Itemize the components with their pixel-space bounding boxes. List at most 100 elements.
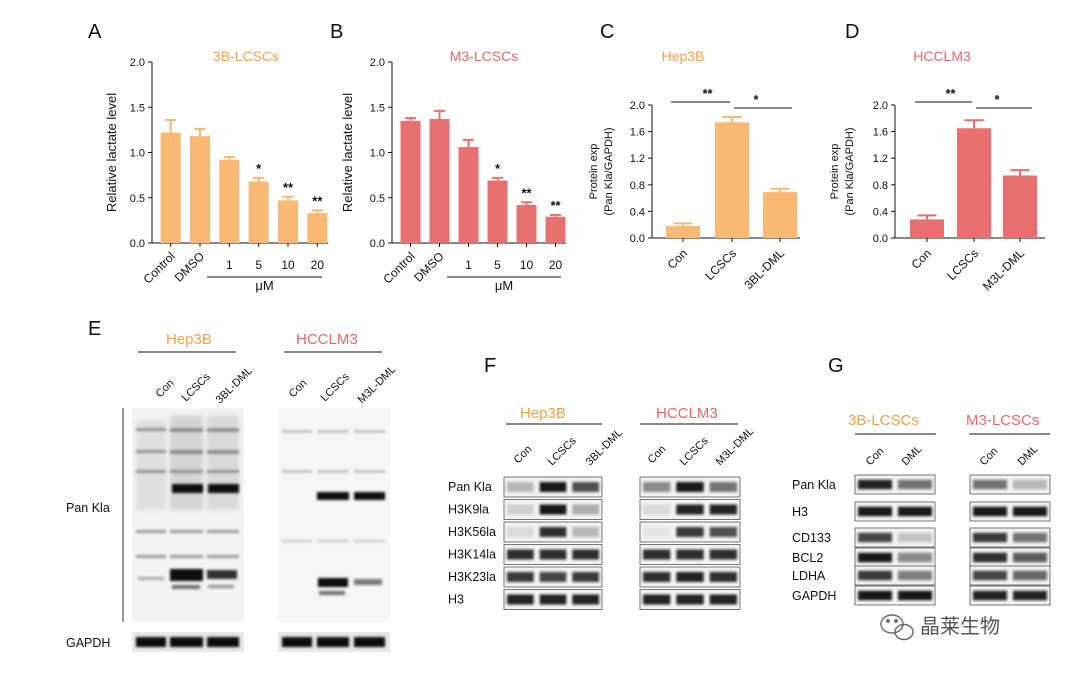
blot-band: [643, 549, 671, 560]
blot-f-row-label: H3K56la: [448, 525, 496, 539]
blot-e-row-gapdh: GAPDH: [66, 636, 110, 650]
blot-band: [858, 552, 892, 563]
comparison-label: **: [945, 86, 956, 101]
blot-band: [643, 482, 671, 492]
chart-title: HCCLM3: [913, 48, 971, 64]
blot-band: [709, 504, 737, 515]
blot-f-row-label: Pan Kla: [448, 480, 492, 494]
blot-band: [539, 527, 567, 537]
blot-g-row-label: LDHA: [792, 569, 826, 583]
group-label: μM: [495, 278, 513, 293]
blot-band: [1013, 506, 1047, 517]
blot-e-lane-lcscs-left: LCSCs: [180, 371, 213, 404]
blot-band: [709, 572, 737, 582]
blot-f-lane-lcscs-left: LCSCs: [546, 435, 579, 468]
blot-band: [572, 527, 599, 537]
blot-g-lane-con-right: Con: [978, 445, 1001, 468]
y-tick-label: 1.0: [370, 148, 385, 160]
blot-band: [539, 482, 567, 492]
blot-band: [973, 479, 1007, 490]
x-tick-label: Control: [141, 249, 178, 286]
y-axis-label-line2: (Pan Kla/GAPDH): [603, 127, 615, 215]
blot-e-membrane-right: [278, 408, 390, 622]
y-axis-label-line2: (Pan Kla/GAPDH): [844, 127, 856, 215]
chart-title: M3-LCSCs: [450, 48, 518, 64]
blot-band: [507, 527, 534, 537]
panel-letter-c: C: [600, 21, 614, 43]
blot-e-group-right: HCCLM3: [296, 331, 358, 348]
blot-band: [676, 572, 704, 582]
bar-lcscs: [957, 128, 991, 238]
blot-f-lane-dml-right: M3L-DML: [714, 425, 757, 468]
blot-e-lane-lcscs-right: LCSCs: [319, 371, 352, 404]
blot-band: [858, 479, 892, 490]
blot-e-lane-dml-right: M3L-DML: [356, 363, 399, 406]
y-tick-label: 2.0: [630, 100, 645, 112]
blot-band: [676, 504, 704, 515]
blot-band: [1013, 552, 1047, 563]
x-tick-label: LCSCs: [702, 246, 739, 283]
blot-band: [507, 594, 534, 605]
panel-letter-e: E: [88, 318, 101, 340]
x-tick-label: Con: [909, 246, 934, 271]
significance-label: **: [283, 180, 294, 195]
blot-band: [643, 572, 671, 582]
blot-band: [709, 527, 737, 537]
blot-e-lane-con-right: Con: [287, 377, 310, 400]
y-tick-label: 0.5: [130, 193, 145, 205]
blot-f-lane-dml-left: 3BL-DML: [584, 427, 625, 468]
x-tick-label: 5: [255, 258, 262, 272]
panel-letter-d: D: [845, 21, 859, 43]
y-tick-label: 0.8: [630, 180, 645, 192]
significance-label: *: [256, 161, 262, 176]
blot-band: [572, 504, 599, 515]
x-tick-label: DMSO: [411, 249, 446, 284]
chart-title: Hep3B: [662, 48, 705, 64]
chart-title: 3B-LCSCs: [213, 48, 279, 64]
blot-band: [539, 572, 567, 582]
y-axis-label: Relative lactate level: [104, 93, 119, 212]
y-tick-label: 0.4: [630, 206, 645, 218]
blot-band: [643, 594, 671, 605]
blot-e-group-left: Hep3B: [166, 331, 212, 348]
panel-letter-g: G: [828, 355, 844, 377]
bar-control: [160, 132, 181, 243]
x-tick-label: 20: [549, 258, 563, 272]
panel-f-blot: F Hep3B HCCLM3 Con LCSCs 3BL-DML Con LCS…: [448, 355, 756, 610]
panel-d-chart: D HCCLM3 0.0 0.4 0.8 1.2 1.6 2.0 Protein exp (Pan…: [829, 21, 1045, 293]
panel-a-chart: A 3B-LCSCs 0.0 0.5 1.0 1.5 2.0 Relative lactate…: [88, 21, 328, 293]
bar-5: [248, 181, 269, 243]
watermark-text: 晶莱生物: [920, 614, 1000, 638]
y-tick-label: 1.2: [630, 153, 645, 165]
blot-band: [1013, 590, 1047, 601]
x-tick-label: M3L-DML: [980, 246, 1027, 293]
bar-5: [487, 180, 508, 243]
blot-band: [709, 482, 737, 492]
blot-band: [709, 549, 737, 560]
y-tick-label: 0.0: [370, 238, 385, 250]
panel-letter-a: A: [88, 21, 102, 43]
y-tick-label: 0.0: [873, 233, 888, 245]
blot-band: [676, 549, 704, 560]
blot-g-row-label: CD133: [792, 531, 831, 545]
blot-g-row-label: Pan Kla: [792, 478, 836, 492]
y-axis: 0.0 0.5 1.0 1.5 2.0: [370, 57, 566, 250]
blot-g-group-left: 3B-LCSCs: [848, 412, 919, 429]
panel-c-chart: C Hep3B 0.0 0.4 0.8 1.2 1.6 2.0 Protein exp (Pan …: [588, 21, 800, 292]
bar-dmso: [190, 136, 210, 243]
bar-dmso: [429, 119, 450, 243]
comparison-label: **: [702, 86, 713, 101]
blot-band: [709, 594, 737, 605]
y-tick-label: 0.0: [130, 238, 145, 250]
y-tick-label: 2.0: [130, 57, 145, 69]
y-axis: 0.0 0.4 0.8 1.2 1.6 2.0: [873, 100, 1045, 245]
blot-g-group-right: M3-LCSCs: [966, 412, 1039, 429]
blot-e-gapdh-strips: [132, 632, 390, 652]
blot-band: [507, 549, 534, 560]
x-tick-label: 5: [494, 258, 501, 272]
blot-f-lane-con-left: Con: [512, 443, 535, 466]
y-tick-label: 0.8: [873, 180, 888, 192]
blot-band: [507, 482, 534, 492]
blot-band: [898, 570, 932, 581]
